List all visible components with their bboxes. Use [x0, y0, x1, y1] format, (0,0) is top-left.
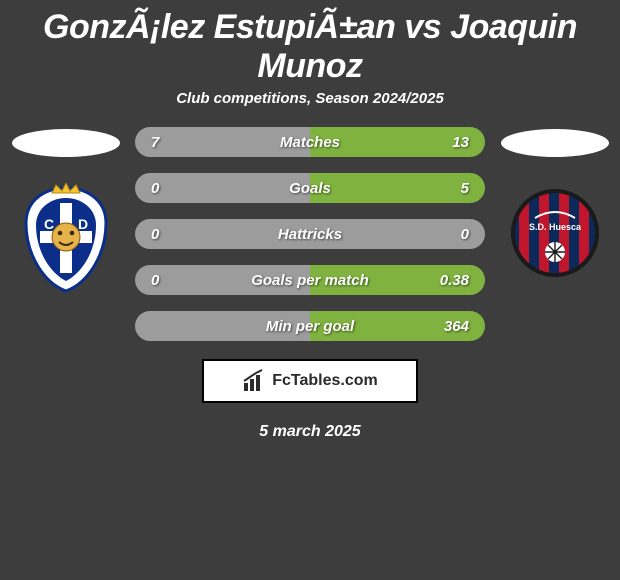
tenerife-crest-icon: C D T	[16, 183, 116, 293]
stats-column: 7Matches130Goals50Hattricks00Goals per m…	[135, 125, 485, 341]
stat-right-value: 0.38	[409, 272, 469, 289]
svg-text:S.D. Huesca: S.D. Huesca	[528, 222, 581, 232]
stat-row-min-per-goal: Min per goal364	[135, 311, 485, 341]
huesca-crest-icon: S.D. Huesca	[505, 183, 605, 293]
stat-label: Goals	[211, 180, 409, 197]
comparison-card: GonzÃ¡lez EstupiÃ±an vs Joaquin Munoz Cl…	[0, 0, 620, 471]
stat-right-value: 0	[409, 226, 469, 243]
stat-row-goals-per-match: 0Goals per match0.38	[135, 265, 485, 295]
stat-left-value: 0	[151, 226, 211, 243]
page-title: GonzÃ¡lez EstupiÃ±an vs Joaquin Munoz	[0, 0, 620, 90]
svg-text:T: T	[61, 256, 70, 272]
stat-right-value: 13	[409, 134, 469, 151]
stat-right-value: 364	[409, 318, 469, 335]
left-player-photo	[12, 129, 120, 157]
stat-row-goals: 0Goals5	[135, 173, 485, 203]
right-team-crest: S.D. Huesca	[505, 183, 605, 293]
bar-chart-icon	[242, 369, 266, 393]
stat-right-value: 5	[409, 180, 469, 197]
left-player-column: C D T	[6, 125, 125, 293]
right-player-photo	[501, 129, 609, 157]
date-line: 5 march 2025	[0, 423, 620, 441]
svg-text:C: C	[44, 216, 54, 232]
stat-label: Hattricks	[211, 226, 409, 243]
stat-left-value: 7	[151, 134, 211, 151]
stat-label: Goals per match	[211, 272, 409, 289]
stat-left-value: 0	[151, 272, 211, 289]
stat-row-matches: 7Matches13	[135, 127, 485, 157]
svg-text:D: D	[78, 216, 88, 232]
right-player-column: S.D. Huesca	[495, 125, 614, 293]
stat-label: Min per goal	[211, 318, 409, 335]
stat-left-value: 0	[151, 180, 211, 197]
stat-row-hattricks: 0Hattricks0	[135, 219, 485, 249]
brand-box[interactable]: FcTables.com	[202, 359, 418, 403]
subtitle: Club competitions, Season 2024/2025	[0, 90, 620, 125]
left-team-crest: C D T	[16, 183, 116, 293]
main-row: C D T 7Matches130Goals50Hattricks00Goals…	[0, 125, 620, 341]
brand-label: FcTables.com	[272, 372, 378, 390]
stat-label: Matches	[211, 134, 409, 151]
